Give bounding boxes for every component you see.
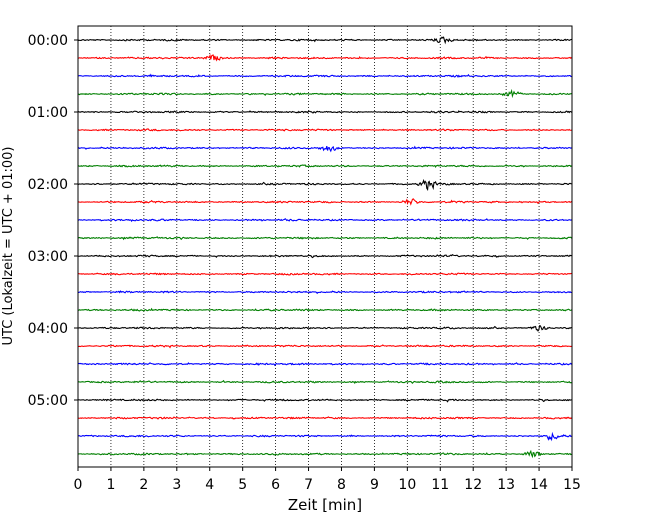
x-tick-label: 4 [205,477,214,493]
trace-layer [77,36,573,459]
y-tick-label: 01:00 [28,105,68,121]
plot-frame [77,25,573,468]
seismic-trace [77,307,572,312]
y-tick-label: 05:00 [28,393,68,409]
seismic-trace [77,272,572,276]
seismic-trace [77,73,572,78]
x-axis: 0 1 2 3 4 5 6 7 8 9 10 11 12 13 14 15 [74,467,581,493]
seismic-trace [77,449,572,459]
x-axis-label: Zeit [min] [288,496,362,514]
x-tick-label: 5 [238,477,247,493]
x-tick-label: 7 [304,477,313,493]
seismic-trace [77,398,572,403]
seismic-trace [77,416,572,420]
seismic-trace [77,344,572,349]
seismic-trace [77,325,572,332]
seismic-trace [77,164,572,169]
seismic-trace [78,254,572,259]
x-tick-label: 2 [139,477,148,493]
seismic-trace [77,110,572,114]
seismic-trace [77,88,572,99]
seismic-trace [77,36,572,45]
seismic-trace [77,53,572,62]
y-axis: 00:00 01:00 02:00 03:00 04:00 05:00 [28,33,78,409]
y-tick-label: 04:00 [28,321,68,337]
seismic-trace [77,379,572,385]
seismic-trace [77,178,572,191]
x-tick-label: 14 [530,477,548,493]
seismic-trace [77,198,572,206]
x-tick-label: 11 [431,477,449,493]
x-tick-label: 6 [271,477,280,493]
seismic-trace [77,128,572,132]
seismic-trace [77,236,573,241]
x-tick-label: 9 [370,477,379,493]
y-tick-label: 02:00 [28,177,68,193]
x-tick-label: 3 [172,477,181,493]
y-axis-label: UTC (Lokalzeit = UTC + 01:00) [1,147,16,346]
y-tick-label: 03:00 [28,249,68,265]
x-tick-label: 1 [106,477,115,493]
x-tick-label: 8 [337,477,346,493]
x-tick-label: 13 [497,477,515,493]
x-tick-label: 10 [398,477,416,493]
seismic-trace [77,431,572,442]
seismic-trace [77,145,572,153]
x-tick-label: 0 [74,477,83,493]
x-tick-label: 12 [464,477,482,493]
seismic-trace [77,217,572,223]
y-tick-label: 00:00 [28,33,68,49]
x-tick-label: 15 [563,477,581,493]
seismic-trace [77,290,572,295]
grid-layer [110,26,540,467]
seismic-trace [77,362,573,367]
